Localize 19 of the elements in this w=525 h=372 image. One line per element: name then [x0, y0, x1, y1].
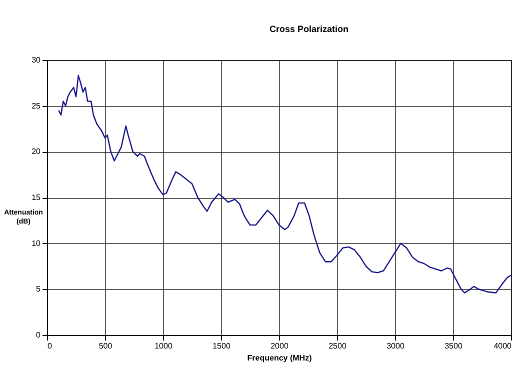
chart-title: Cross Polarization [269, 24, 349, 34]
x-axis-title: Frequency (MHz) [247, 354, 312, 362]
y-tick-label: 5 [36, 284, 42, 294]
x-tick-label: 0 [48, 342, 52, 350]
x-tick-label: 1500 [212, 342, 231, 350]
x-tick-label: 3000 [386, 342, 405, 350]
y-tick-label: 25 [32, 101, 42, 110]
y-tick-label: 0 [36, 330, 42, 340]
y-tick-label: 15 [32, 193, 42, 202]
x-tick-label: 1000 [154, 342, 173, 350]
line-series [58, 74, 511, 294]
x-tick-label: 2500 [328, 342, 347, 350]
x-tick-label: 4000 [494, 342, 512, 350]
y-tick-label: 10 [32, 238, 42, 248]
y-tick-label: 20 [32, 147, 42, 156]
x-tick-label: 3500 [444, 342, 463, 350]
x-tick-label: 500 [98, 342, 113, 350]
x-tick-label: 2000 [270, 342, 289, 350]
y-tick-label: 30 [32, 56, 42, 64]
